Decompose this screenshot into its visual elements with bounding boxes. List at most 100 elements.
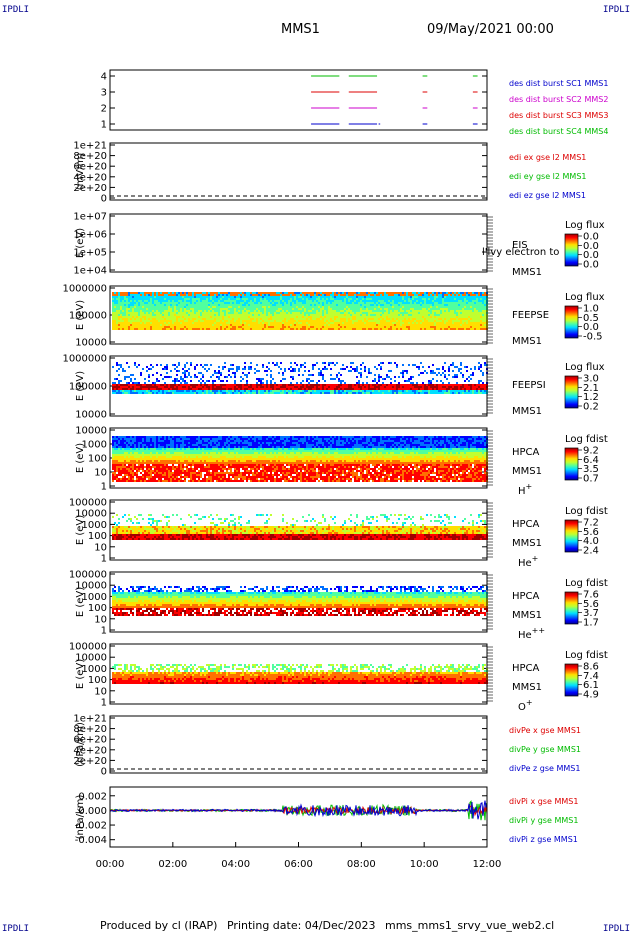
spec-cell xyxy=(182,292,184,294)
spec-cell xyxy=(244,320,246,322)
spec-cell xyxy=(148,310,150,312)
spec-cell xyxy=(346,386,348,388)
spec-cell xyxy=(212,316,214,318)
spec-cell xyxy=(168,376,170,378)
spec-cell xyxy=(164,294,166,296)
spec-cell xyxy=(314,308,316,310)
spec-cell xyxy=(356,328,358,330)
spec-cell xyxy=(194,314,196,316)
spec-cell xyxy=(302,314,304,316)
spec-cell xyxy=(230,302,232,304)
spec-cell xyxy=(236,384,238,386)
spec-cell xyxy=(450,326,452,328)
spec-cell xyxy=(326,292,328,294)
spec-cell xyxy=(168,328,170,330)
spec-cell xyxy=(378,388,380,390)
spec-cell xyxy=(322,362,324,364)
spec-cell xyxy=(240,376,242,378)
spec-cell xyxy=(260,306,262,308)
spec-cell xyxy=(282,388,284,390)
spec-cell xyxy=(196,296,198,298)
spec-cell xyxy=(276,308,278,310)
spec-cell xyxy=(228,318,230,320)
spec-cell xyxy=(216,298,218,300)
spec-cell xyxy=(374,304,376,306)
spec-cell xyxy=(188,318,190,320)
spec-cell xyxy=(226,300,228,302)
spec-cell xyxy=(380,292,382,294)
spec-cell xyxy=(134,296,136,298)
spec-cell xyxy=(418,388,420,390)
spec-cell xyxy=(448,320,450,322)
spec-cell xyxy=(180,312,182,314)
spec-cell xyxy=(426,328,428,330)
spec-cell xyxy=(480,314,482,316)
spec-cell xyxy=(424,328,426,330)
spec-cell xyxy=(292,368,294,370)
spec-cell xyxy=(426,324,428,326)
spec-cell xyxy=(476,310,478,312)
spec-cell xyxy=(322,324,324,326)
spec-cell xyxy=(222,302,224,304)
spec-cell xyxy=(150,388,152,390)
spec-cell xyxy=(224,316,226,318)
spec-cell xyxy=(216,292,218,294)
spec-cell xyxy=(166,324,168,326)
ytick-label: 1e+06 xyxy=(73,230,107,241)
spec-cell xyxy=(314,386,316,388)
spec-cell xyxy=(324,324,326,326)
spec-cell xyxy=(260,310,262,312)
spec-cell xyxy=(148,312,150,314)
spec-cell xyxy=(264,328,266,330)
spec-cell xyxy=(482,296,484,298)
spec-cell xyxy=(448,300,450,302)
spec-cell xyxy=(434,324,436,326)
spec-cell xyxy=(316,310,318,312)
spec-cell xyxy=(446,378,448,380)
spec-cell xyxy=(210,324,212,326)
spec-cell xyxy=(176,310,178,312)
spec-cell xyxy=(260,380,262,382)
spec-cell xyxy=(302,318,304,320)
spec-cell xyxy=(234,314,236,316)
spec-cell xyxy=(246,304,248,306)
spec-cell xyxy=(130,326,132,328)
spec-cell xyxy=(196,306,198,308)
spec-cell xyxy=(116,388,118,390)
spec-cell xyxy=(334,314,336,316)
spec-cell xyxy=(440,316,442,318)
spec-cell xyxy=(248,296,250,298)
spec-cell xyxy=(204,308,206,310)
spec-cell xyxy=(466,302,468,304)
spec-cell xyxy=(164,328,166,330)
spec-cell xyxy=(192,294,194,296)
spec-cell xyxy=(160,308,162,310)
spec-cell xyxy=(252,306,254,308)
spec-cell xyxy=(234,294,236,296)
spec-cell xyxy=(240,318,242,320)
spec-cell xyxy=(280,296,282,298)
spec-cell xyxy=(166,312,168,314)
spec-cell xyxy=(436,306,438,308)
spec-cell xyxy=(390,310,392,312)
spec-cell xyxy=(270,308,272,310)
spec-cell xyxy=(334,388,336,390)
spec-cell xyxy=(484,318,486,320)
spec-cell xyxy=(410,388,412,390)
spec-cell xyxy=(228,368,230,370)
spec-cell xyxy=(204,318,206,320)
spec-cell xyxy=(326,318,328,320)
spec-cell xyxy=(202,320,204,322)
spec-cell xyxy=(244,298,246,300)
spec-cell xyxy=(344,388,346,390)
spec-cell xyxy=(194,306,196,308)
spec-cell xyxy=(300,298,302,300)
spec-cell xyxy=(228,388,230,390)
spec-cell xyxy=(398,376,400,378)
spec-cell xyxy=(266,308,268,310)
spec-cell xyxy=(412,312,414,314)
spec-cell xyxy=(150,294,152,296)
spec-cell xyxy=(300,318,302,320)
spec-cell xyxy=(116,378,118,380)
spec-cell xyxy=(156,304,158,306)
